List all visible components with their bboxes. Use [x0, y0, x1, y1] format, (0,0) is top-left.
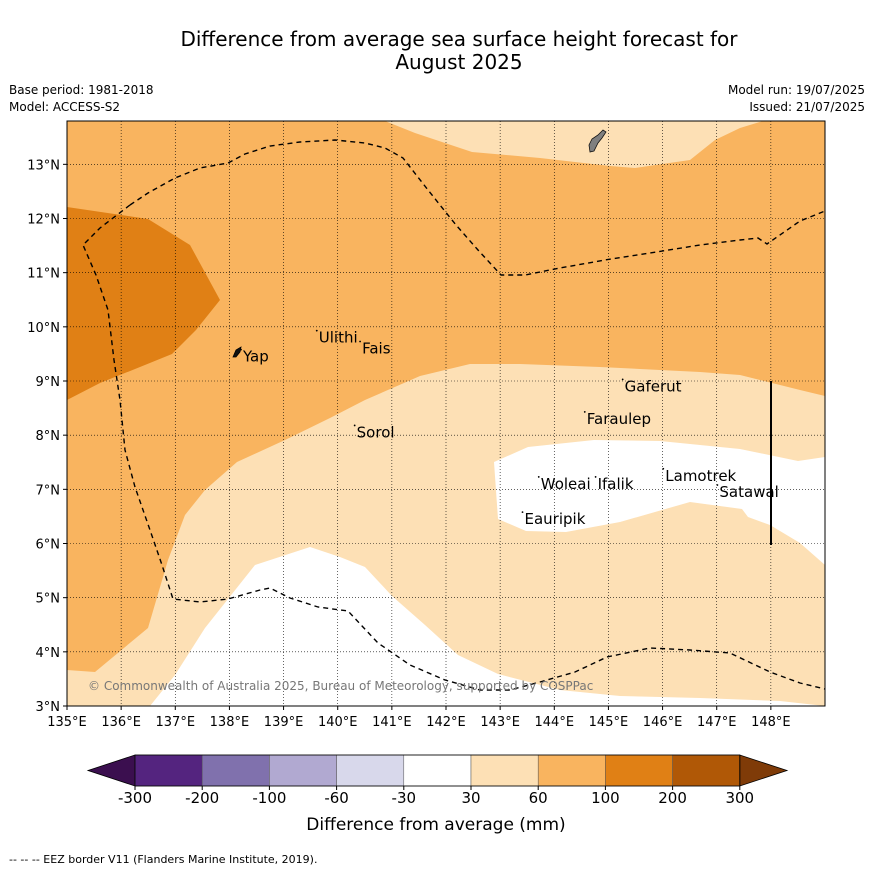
colorbar: -300 -200 -100 -60 -30 30 60 100 200 300: [86, 754, 789, 807]
colorbar-tick-label: -30: [392, 789, 417, 807]
y-axis-ticks: 3°N 4°N 5°N 6°N 7°N 8°N 9°N 10°N 11°N 12°N 13°N: [27, 158, 67, 715]
band-100-200-west: [67, 207, 220, 400]
colorbar-tick-label: -60: [324, 789, 349, 807]
colorbar-arrow-left: [86, 754, 136, 787]
place-label: Ifalik: [598, 475, 634, 493]
colorbar-tick-label: 100: [591, 789, 620, 807]
copyright-text: © Commonwealth of Australia 2025, Bureau…: [88, 679, 593, 693]
place-marker: [315, 329, 318, 332]
colorbar-segment: [537, 754, 606, 787]
x-tick-label: 141°E: [372, 715, 412, 730]
place-label: Eauripik: [525, 510, 586, 528]
issued-date: Issued: 21/07/2025: [749, 100, 865, 114]
colorbar-segment: [336, 754, 405, 787]
x-tick-label: 140°E: [318, 715, 358, 730]
y-tick-label: 8°N: [36, 429, 61, 444]
colorbar-segment: [403, 754, 472, 787]
meta-left: Base period: 1981-2018 Model: ACCESS-S2: [9, 82, 154, 116]
x-tick-label: 144°E: [535, 715, 575, 730]
place-label: Gaferut: [625, 377, 682, 395]
band-30-60-north: [385, 121, 763, 168]
place-label: Sorol: [357, 423, 395, 441]
x-tick-label: 136°E: [101, 715, 141, 730]
place-marker: [359, 340, 361, 343]
title-line-2: August 2025: [395, 50, 523, 74]
colorbar-segment: [134, 754, 203, 787]
x-tick-label: 146°E: [643, 715, 683, 730]
x-tick-label: 143°E: [480, 715, 520, 730]
y-tick-label: 7°N: [36, 483, 61, 498]
place-marker: [662, 467, 665, 470]
band-near-average-south: [150, 547, 825, 706]
y-tick-label: 5°N: [36, 592, 61, 607]
place-label: Ulithi: [319, 329, 358, 347]
colorbar-tick-label: 300: [725, 789, 754, 807]
footer-note: -- -- -- EEZ border V11 (Flanders Marine…: [9, 853, 318, 866]
place-label: Yap: [242, 348, 269, 366]
colorbar-tick-label: 60: [529, 789, 548, 807]
y-tick-label: 9°N: [36, 375, 61, 390]
colorbar-frame: [134, 754, 741, 787]
x-tick-label: 135°E: [47, 715, 87, 730]
place-label: Lamotrek: [665, 467, 736, 485]
place-label: Woleai: [541, 475, 591, 493]
colorbar-tick-label: -100: [252, 789, 286, 807]
x-axis-ticks: 135°E 136°E 137°E 138°E 139°E 140°E 141°E 142°E…: [47, 706, 791, 730]
colorbar-tick-label: -200: [185, 789, 219, 807]
x-tick-label: 147°E: [697, 715, 737, 730]
eez-border-west-south: [82, 204, 825, 691]
colorbar-segment: [269, 754, 337, 787]
y-tick-label: 4°N: [36, 646, 61, 661]
colorbar-segment: [201, 754, 270, 787]
place-label: Faraulep: [587, 410, 651, 428]
colorbar-segment: [605, 754, 673, 787]
grid-lines: [67, 121, 825, 706]
place-marker: [521, 511, 524, 514]
guam-island-shape: [588, 129, 607, 153]
x-tick-label: 137°E: [156, 715, 196, 730]
x-tick-label: 148°E: [751, 715, 791, 730]
place-marker: [240, 348, 242, 351]
y-tick-label: 13°N: [27, 158, 60, 173]
colorbar-tick-label: -300: [118, 789, 152, 807]
y-tick-label: 6°N: [36, 538, 61, 553]
colorbar-segment: [672, 754, 741, 787]
colorbar-label: Difference from average (mm): [306, 815, 565, 835]
title-line-1: Difference from average sea surface heig…: [180, 27, 738, 51]
model-name: Model: ACCESS-S2: [9, 100, 121, 114]
y-tick-label: 12°N: [27, 213, 60, 228]
chart-title: Difference from average sea surface heig…: [0, 28, 873, 74]
colorbar-arrow-right: [739, 754, 789, 787]
meta-right: Model run: 19/07/2025 Issued: 21/07/2025: [728, 82, 865, 116]
band-near-average-central: [494, 440, 825, 565]
x-tick-label: 142°E: [426, 715, 466, 730]
place-label: Satawal: [719, 483, 778, 501]
place-marker: [594, 476, 597, 478]
place-marker: [583, 411, 586, 413]
y-tick-label: 10°N: [27, 321, 60, 336]
base-period: Base period: 1981-2018: [9, 83, 154, 97]
eez-border-north: [129, 139, 825, 276]
x-tick-label: 139°E: [264, 715, 304, 730]
y-tick-label: 11°N: [27, 267, 60, 282]
place-marker: [621, 378, 624, 381]
x-tick-label: 145°E: [589, 715, 629, 730]
colorbar-segment: [470, 754, 539, 787]
model-run: Model run: 19/07/2025: [727, 83, 865, 97]
place-label: Fais: [362, 340, 391, 358]
colorbar-tick-label: 200: [658, 789, 687, 807]
place-marker: [716, 484, 719, 486]
colorbar-tick-label: 30: [461, 789, 480, 807]
y-tick-label: 3°N: [36, 700, 61, 715]
x-tick-label: 138°E: [210, 715, 250, 730]
place-marker: [353, 424, 356, 427]
place-marker: [537, 476, 540, 478]
